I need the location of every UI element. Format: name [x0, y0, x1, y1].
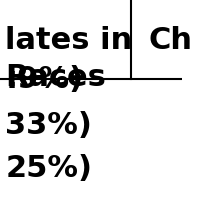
Text: 33%): 33%) [6, 111, 92, 140]
Text: :9%): :9%) [6, 65, 84, 94]
Text: Ch: Ch [149, 26, 193, 55]
Text: Races: Races [6, 63, 106, 92]
Text: 25%): 25%) [6, 154, 92, 183]
Text: lates in: lates in [6, 26, 133, 55]
